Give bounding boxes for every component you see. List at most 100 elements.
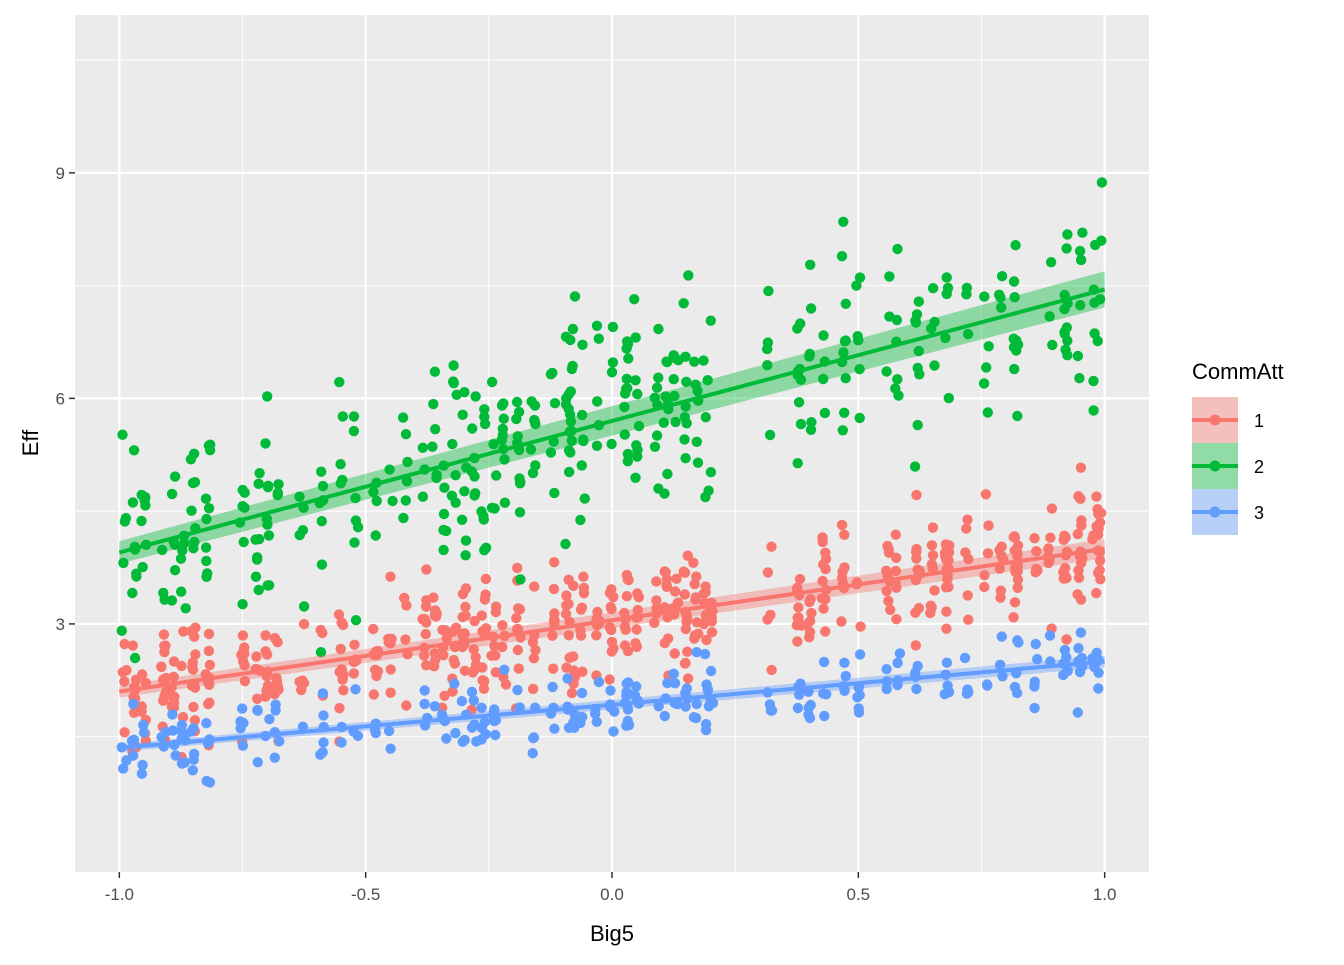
data-point-series-1	[1029, 533, 1040, 544]
data-point-series-3	[803, 702, 814, 714]
data-point-series-1	[982, 548, 994, 559]
data-point-series-2	[120, 513, 132, 524]
data-point-series-1	[1012, 582, 1023, 593]
data-point-series-3	[476, 702, 487, 713]
legend-label: 3	[1254, 503, 1264, 523]
data-point-series-3	[659, 710, 670, 722]
data-point-series-1	[549, 608, 560, 619]
data-point-series-1	[237, 630, 249, 641]
data-point-series-2	[250, 534, 261, 545]
data-point-series-2	[983, 341, 994, 352]
data-point-series-2	[1047, 339, 1058, 351]
data-point-series-2	[658, 417, 669, 428]
data-point-series-2	[316, 516, 327, 527]
data-point-series-3	[997, 671, 1008, 682]
data-point-series-2	[651, 430, 663, 441]
data-point-series-2	[669, 390, 680, 402]
data-point-series-2	[792, 458, 803, 469]
data-point-series-3	[318, 710, 329, 721]
data-point-series-3	[1013, 637, 1024, 648]
data-point-series-1	[839, 529, 850, 540]
data-point-series-3	[1072, 707, 1084, 718]
data-point-series-2	[478, 514, 489, 525]
data-point-series-2	[254, 468, 265, 479]
data-point-series-1	[456, 628, 468, 640]
data-point-series-2	[1008, 342, 1020, 353]
data-point-series-3	[669, 678, 681, 689]
data-point-series-2	[200, 542, 212, 553]
data-point-series-2	[350, 515, 362, 526]
data-point-series-1	[512, 562, 523, 574]
data-point-series-1	[188, 701, 199, 713]
data-point-series-1	[203, 698, 214, 710]
data-point-series-1	[449, 658, 461, 669]
data-point-series-1	[794, 573, 806, 585]
data-point-series-1	[468, 644, 479, 655]
data-point-series-2	[632, 444, 643, 456]
data-point-series-3	[591, 716, 602, 727]
data-point-series-3	[962, 684, 973, 695]
data-point-series-2	[560, 331, 572, 342]
data-point-series-2	[1072, 350, 1084, 362]
data-point-series-2	[466, 466, 477, 477]
data-point-series-2	[1010, 240, 1021, 251]
data-point-series-2	[1096, 177, 1108, 188]
data-point-series-1	[529, 581, 540, 592]
data-point-series-2	[629, 294, 640, 305]
data-point-series-2	[427, 441, 438, 452]
data-point-series-2	[622, 336, 633, 347]
data-point-series-1	[649, 617, 660, 628]
x-tick-label: 0.0	[600, 885, 624, 904]
data-point-series-2	[447, 438, 458, 450]
data-point-series-2	[127, 497, 139, 508]
data-point-series-2	[563, 403, 574, 415]
data-point-series-3	[118, 763, 129, 774]
data-point-series-1	[269, 689, 280, 700]
data-point-series-2	[525, 444, 537, 455]
data-point-series-1	[963, 553, 974, 565]
data-point-series-2	[910, 315, 921, 326]
data-point-series-3	[941, 657, 953, 668]
data-point-series-2	[996, 302, 1007, 313]
data-point-series-3	[317, 688, 329, 699]
data-point-series-1	[156, 661, 167, 673]
data-point-series-2	[792, 323, 803, 334]
data-point-series-2	[175, 553, 187, 564]
data-point-series-2	[607, 321, 619, 333]
data-point-series-3	[668, 668, 679, 679]
data-point-series-1	[1043, 543, 1054, 554]
data-point-series-2	[762, 343, 773, 355]
data-point-series-1	[701, 634, 712, 646]
data-point-series-2	[839, 407, 850, 418]
data-point-series-1	[460, 601, 471, 613]
legend-label: 1	[1254, 411, 1264, 431]
data-point-series-2	[633, 420, 645, 432]
data-point-series-2	[498, 413, 509, 424]
data-point-series-3	[1075, 627, 1087, 638]
data-point-series-1	[478, 683, 490, 694]
data-point-series-2	[622, 448, 634, 460]
data-point-series-3	[269, 752, 280, 763]
data-point-series-1	[1075, 557, 1087, 569]
data-point-series-2	[607, 357, 619, 368]
data-point-series-1	[428, 661, 440, 672]
data-point-series-1	[119, 727, 130, 738]
data-point-series-2	[912, 419, 923, 431]
data-point-series-3	[270, 705, 281, 716]
data-point-series-3	[126, 735, 138, 746]
data-point-series-1	[1061, 572, 1072, 584]
data-point-series-2	[764, 429, 776, 441]
data-point-series-3	[370, 727, 381, 739]
data-point-series-3	[549, 723, 560, 734]
data-point-series-2	[260, 438, 271, 449]
data-point-series-2	[892, 374, 903, 385]
data-point-series-1	[252, 693, 263, 704]
data-point-series-2	[836, 251, 848, 262]
data-point-series-1	[592, 606, 603, 618]
data-point-series-1	[762, 567, 774, 578]
data-point-series-1	[189, 682, 201, 693]
data-point-series-2	[387, 495, 398, 507]
data-point-series-1	[271, 672, 282, 684]
data-point-series-1	[1030, 567, 1041, 578]
data-point-series-1	[260, 630, 271, 641]
